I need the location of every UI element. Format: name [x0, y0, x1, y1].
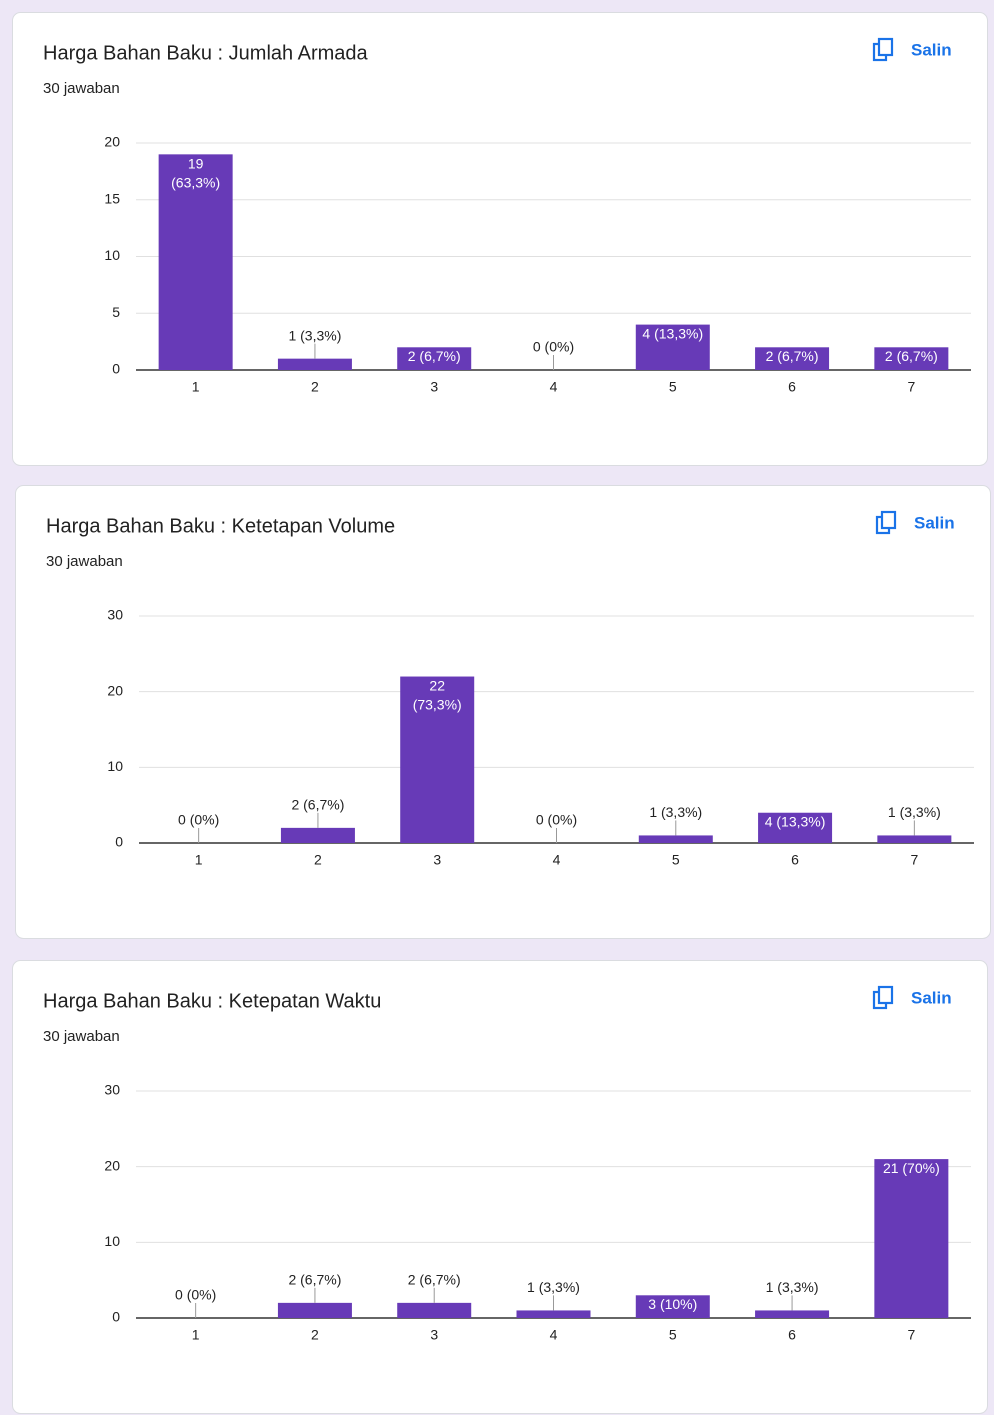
value-label: 1 (3,3%)	[766, 1279, 819, 1295]
response-count: 30 jawaban	[43, 1028, 120, 1045]
y-tick-label: 0	[112, 1309, 120, 1325]
y-tick-label: 0	[115, 834, 123, 850]
x-tick-label: 4	[550, 379, 558, 395]
value-label: 1 (3,3%)	[288, 327, 341, 343]
x-tick-label: 4	[553, 852, 561, 868]
bar	[397, 1302, 472, 1318]
bar	[158, 154, 233, 370]
y-tick-label: 10	[104, 247, 120, 263]
copy-icon-front[interactable]	[880, 510, 897, 530]
x-tick-label: 6	[788, 379, 796, 395]
copy-label[interactable]: Salin	[911, 40, 952, 59]
response-count: 30 jawaban	[43, 80, 120, 97]
bar	[755, 1310, 830, 1318]
chart-card: Harga Bahan Baku : Jumlah Armada 30 jawab…	[12, 12, 988, 466]
value-label: 2 (6,7%)	[408, 1272, 461, 1288]
x-tick-label: 6	[788, 1327, 796, 1343]
copy-button[interactable]: Salin	[872, 37, 952, 62]
value-label: 0 (0%)	[536, 812, 577, 828]
y-tick-label: 30	[107, 607, 123, 623]
value-label: 1 (3,3%)	[888, 804, 941, 820]
bar	[277, 358, 352, 370]
chart-card: Harga Bahan Baku : Ketetapan Volume 30 ja…	[15, 485, 991, 939]
copy-label[interactable]: Salin	[914, 513, 955, 532]
bar	[516, 1310, 591, 1318]
value-label: 2 (6,7%)	[885, 348, 938, 364]
y-tick-label: 30	[104, 1082, 120, 1098]
value-label: 0 (0%)	[175, 1287, 216, 1303]
chart-card: Harga Bahan Baku : Ketepatan Waktu 30 jaw…	[12, 960, 988, 1414]
x-tick-label: 3	[430, 1327, 438, 1343]
y-tick-label: 20	[104, 134, 120, 150]
chart-title: Harga Bahan Baku : Ketepatan Waktu	[43, 990, 381, 1012]
x-tick-label: 3	[430, 379, 438, 395]
bar	[635, 324, 710, 370]
y-tick-label: 0	[112, 361, 120, 377]
value-label: 19 (63,3%)	[171, 155, 220, 190]
x-tick-label: 6	[791, 852, 799, 868]
x-tick-label: 7	[910, 852, 918, 868]
x-tick-label: 5	[669, 379, 677, 395]
bar	[755, 347, 830, 370]
x-tick-label: 5	[669, 1327, 677, 1343]
bar	[277, 1302, 352, 1318]
bar	[635, 1295, 710, 1318]
value-label: 22 (73,3%)	[413, 677, 462, 712]
value-label: 1 (3,3%)	[649, 804, 702, 820]
value-label: 2 (6,7%)	[291, 797, 344, 813]
copy-icon-front[interactable]	[877, 37, 894, 57]
card-background	[12, 12, 988, 466]
x-tick-label: 2	[314, 852, 322, 868]
y-tick-label: 10	[107, 758, 123, 774]
y-tick-label: 20	[104, 1157, 120, 1173]
copy-button[interactable]: Salin	[875, 510, 955, 535]
x-tick-label: 4	[550, 1327, 558, 1343]
x-tick-label: 3	[433, 852, 441, 868]
bar	[874, 347, 949, 370]
value-label: 2 (6,7%)	[408, 348, 461, 364]
card-background	[12, 960, 988, 1414]
x-tick-label: 2	[311, 379, 319, 395]
x-tick-label: 5	[672, 852, 680, 868]
value-label: 4 (13,3%)	[642, 325, 703, 341]
value-label: 0 (0%)	[533, 339, 574, 355]
chart-title: Harga Bahan Baku : Jumlah Armada	[43, 42, 369, 64]
chart-title: Harga Bahan Baku : Ketetapan Volume	[46, 515, 395, 537]
x-tick-label: 1	[192, 379, 200, 395]
x-tick-label: 7	[907, 1327, 915, 1343]
value-label: 2 (6,7%)	[766, 348, 819, 364]
x-tick-label: 7	[907, 379, 915, 395]
value-label: 4 (13,3%)	[765, 813, 826, 829]
bar	[638, 835, 713, 843]
value-label: 2 (6,7%)	[288, 1272, 341, 1288]
bar	[874, 1159, 949, 1318]
value-label: 0 (0%)	[178, 812, 219, 828]
x-tick-label: 2	[311, 1327, 319, 1343]
copy-label[interactable]: Salin	[911, 988, 952, 1007]
bar	[397, 347, 472, 370]
value-label: 3 (10%)	[648, 1296, 697, 1312]
y-tick-label: 15	[104, 190, 120, 206]
value-label: 1 (3,3%)	[527, 1279, 580, 1295]
copy-button[interactable]: Salin	[872, 985, 952, 1010]
copy-icon-front[interactable]	[877, 985, 894, 1005]
response-count: 30 jawaban	[46, 553, 123, 570]
x-tick-label: 1	[195, 852, 203, 868]
y-tick-label: 10	[104, 1233, 120, 1249]
x-tick-label: 1	[192, 1327, 200, 1343]
bar	[280, 827, 355, 843]
card-background	[15, 485, 991, 939]
y-tick-label: 20	[107, 682, 123, 698]
bar	[758, 812, 833, 843]
y-tick-label: 5	[112, 304, 120, 320]
bar	[400, 676, 475, 843]
value-label: 21 (70%)	[883, 1160, 940, 1176]
bar	[877, 835, 952, 843]
